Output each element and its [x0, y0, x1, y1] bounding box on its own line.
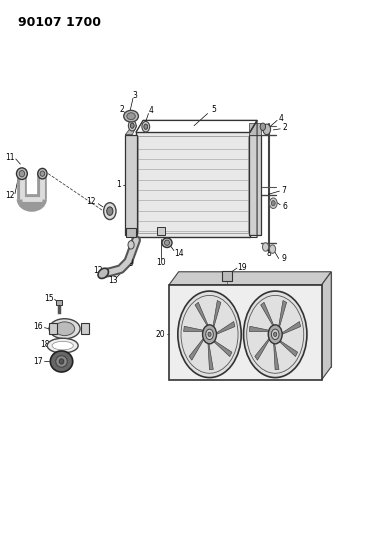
Circle shape [128, 120, 136, 131]
Text: 4: 4 [149, 107, 154, 116]
Circle shape [269, 245, 276, 253]
Polygon shape [249, 123, 261, 135]
Text: 12: 12 [93, 265, 102, 274]
Ellipse shape [127, 113, 135, 119]
Bar [249, 135, 261, 235]
Ellipse shape [47, 338, 78, 353]
Text: 12: 12 [5, 191, 15, 200]
Polygon shape [208, 344, 213, 370]
Circle shape [142, 122, 150, 132]
Bar [157, 227, 165, 235]
Bar [138, 136, 248, 233]
Circle shape [107, 207, 113, 215]
Circle shape [268, 325, 282, 344]
Text: 20: 20 [156, 330, 165, 339]
Text: 9: 9 [282, 254, 287, 263]
Circle shape [271, 329, 279, 340]
Bar [169, 285, 321, 380]
Ellipse shape [40, 171, 45, 176]
Circle shape [208, 332, 211, 336]
Circle shape [263, 124, 270, 135]
Ellipse shape [38, 168, 47, 179]
Circle shape [243, 291, 307, 377]
Circle shape [260, 123, 265, 131]
Circle shape [178, 291, 241, 377]
Circle shape [203, 325, 216, 344]
Polygon shape [249, 326, 269, 332]
Polygon shape [216, 321, 235, 334]
Bar [49, 324, 57, 334]
Bar [127, 228, 136, 238]
Ellipse shape [162, 238, 172, 247]
Polygon shape [274, 344, 279, 370]
Text: 13: 13 [108, 276, 118, 285]
Text: 2: 2 [119, 106, 124, 115]
Ellipse shape [124, 110, 138, 122]
Circle shape [103, 203, 116, 220]
Bar [81, 324, 89, 334]
Text: 2: 2 [283, 123, 287, 132]
Polygon shape [282, 321, 301, 334]
Text: 17: 17 [34, 357, 43, 366]
Bar [179, 272, 331, 367]
Circle shape [263, 243, 269, 251]
Polygon shape [189, 338, 204, 360]
Text: 3: 3 [132, 91, 137, 100]
Polygon shape [321, 272, 331, 380]
Text: 90107 1700: 90107 1700 [18, 16, 101, 29]
Text: 1: 1 [116, 180, 121, 189]
Text: 6: 6 [283, 203, 287, 212]
Ellipse shape [56, 356, 67, 367]
Text: 15: 15 [44, 294, 54, 303]
Text: 16: 16 [34, 321, 43, 330]
Text: 14: 14 [174, 249, 183, 258]
Ellipse shape [98, 268, 109, 278]
Bar [222, 271, 232, 281]
Circle shape [271, 200, 275, 206]
Ellipse shape [165, 240, 169, 245]
Polygon shape [183, 326, 203, 332]
Circle shape [206, 329, 213, 340]
Text: 5: 5 [211, 106, 216, 115]
Circle shape [274, 332, 277, 336]
Circle shape [128, 241, 134, 249]
Circle shape [269, 198, 277, 208]
Text: 8: 8 [266, 249, 271, 258]
Ellipse shape [54, 322, 74, 336]
Ellipse shape [16, 168, 27, 180]
Circle shape [130, 123, 134, 128]
Polygon shape [279, 341, 298, 357]
Ellipse shape [19, 171, 25, 177]
Circle shape [144, 124, 148, 130]
Bar [136, 132, 250, 238]
Text: 18: 18 [40, 340, 50, 349]
Text: 7: 7 [282, 185, 287, 195]
Polygon shape [261, 302, 274, 326]
Polygon shape [279, 301, 287, 327]
Polygon shape [214, 341, 232, 357]
Polygon shape [169, 272, 331, 285]
Text: 9: 9 [129, 260, 134, 268]
Bar [56, 300, 62, 305]
Ellipse shape [59, 359, 64, 364]
Polygon shape [125, 126, 137, 135]
Text: 10: 10 [156, 259, 166, 268]
Ellipse shape [49, 319, 80, 339]
Polygon shape [195, 302, 208, 326]
Ellipse shape [50, 351, 73, 372]
Text: 19: 19 [238, 263, 247, 271]
Polygon shape [255, 338, 269, 360]
Polygon shape [213, 301, 221, 327]
Bar [125, 135, 137, 235]
Text: 4: 4 [279, 114, 283, 123]
Text: 11: 11 [5, 154, 15, 163]
Text: 12: 12 [87, 197, 96, 206]
Ellipse shape [52, 342, 73, 350]
